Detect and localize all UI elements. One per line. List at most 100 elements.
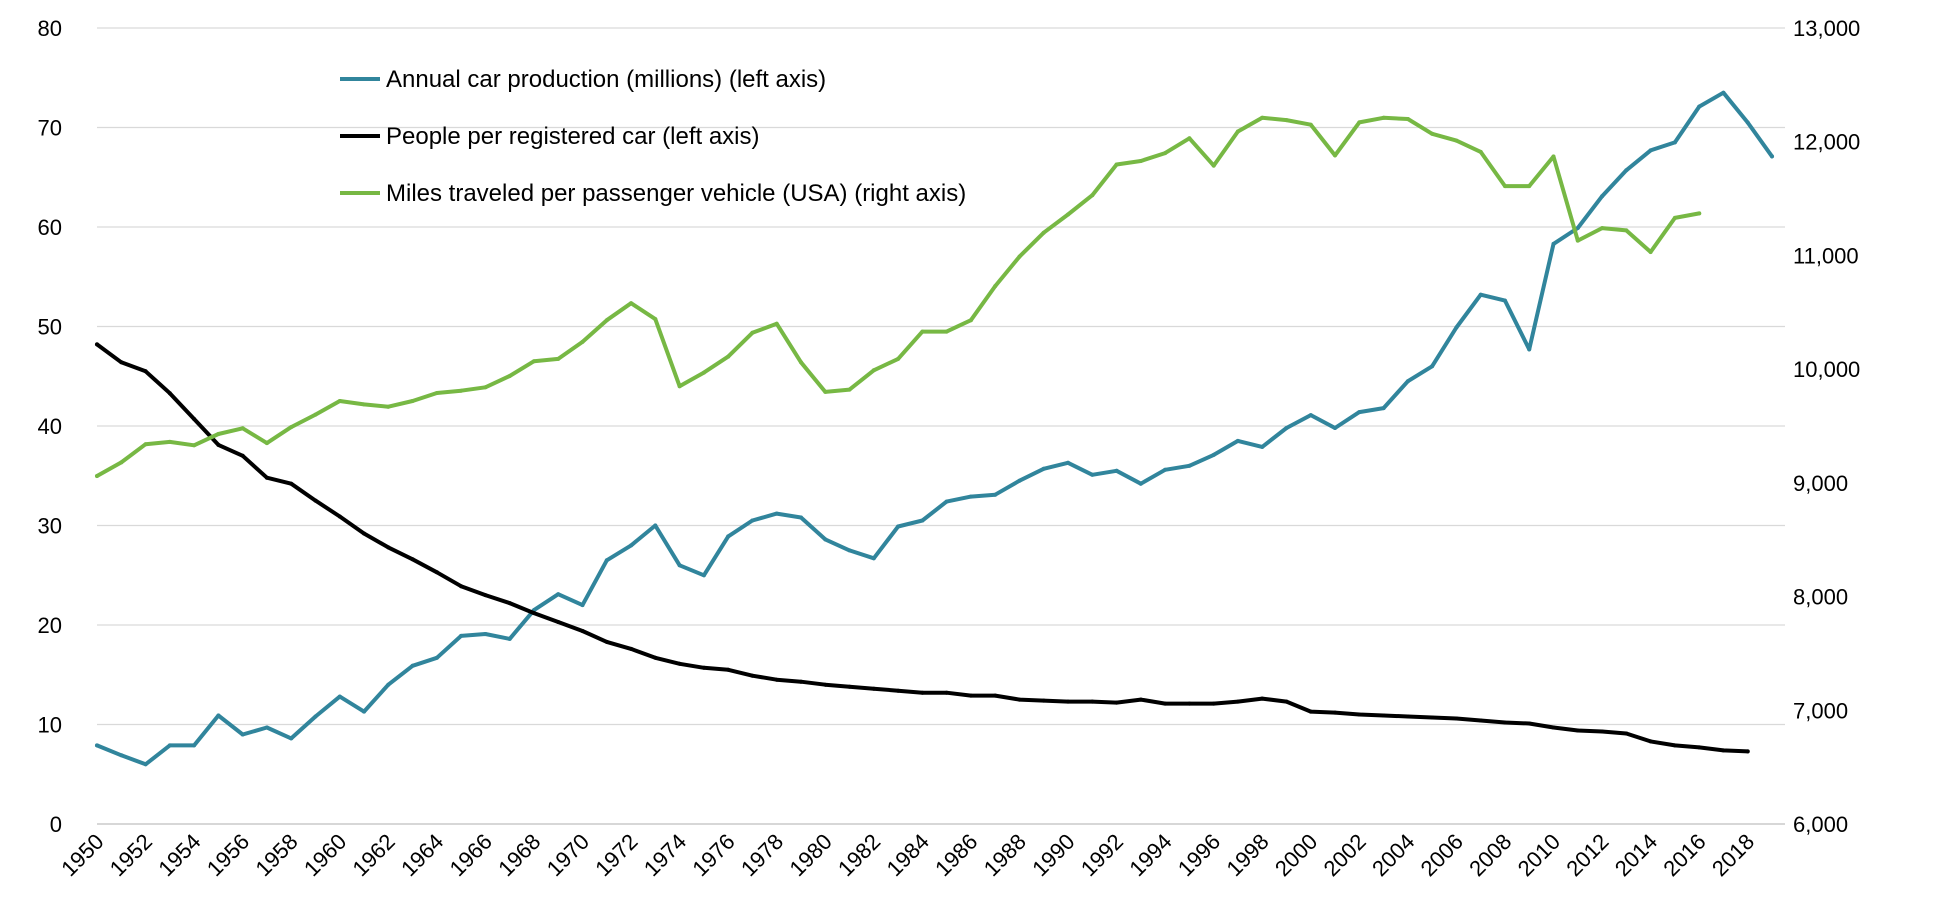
right-y-tick-label: 11,000 [1793, 243, 1859, 268]
data-point [1575, 226, 1580, 230]
x-tick-label: 2000 [1270, 829, 1322, 881]
data-point [629, 646, 634, 651]
data-point [1770, 154, 1774, 159]
data-point [1090, 699, 1095, 704]
data-point [264, 475, 269, 480]
data-point [216, 432, 221, 436]
data-point [1090, 193, 1095, 198]
data-point [944, 499, 949, 504]
data-point [604, 318, 609, 323]
data-point [1211, 701, 1216, 706]
data-point [750, 673, 755, 678]
left-y-tick-label: 70 [38, 116, 62, 141]
data-point [701, 573, 706, 578]
data-point [774, 511, 779, 516]
data-point [799, 515, 803, 520]
data-point [1381, 713, 1386, 718]
data-point [1648, 739, 1653, 744]
data-point [1211, 163, 1216, 168]
x-tick-label: 1950 [56, 829, 108, 881]
data-point [944, 329, 949, 334]
data-point [216, 713, 221, 718]
data-point [823, 537, 828, 542]
data-point [993, 492, 998, 497]
data-point [726, 534, 731, 539]
data-point [1163, 701, 1168, 706]
data-point [1163, 151, 1168, 156]
data-point [459, 633, 464, 638]
data-point [1600, 194, 1605, 199]
left-y-tick-label: 20 [38, 613, 62, 638]
data-point [1624, 168, 1629, 173]
x-tick-label: 2006 [1416, 829, 1468, 881]
data-point [1381, 406, 1386, 411]
data-point [677, 661, 682, 666]
data-point [1017, 254, 1022, 259]
data-point [167, 743, 172, 748]
data-point [701, 665, 706, 670]
data-point [289, 481, 294, 486]
data-point [1260, 696, 1265, 701]
data-point [871, 686, 876, 691]
data-point [1672, 215, 1677, 220]
data-point [1017, 478, 1022, 483]
data-point [726, 354, 731, 359]
x-tick-label: 1960 [299, 829, 351, 881]
data-point [313, 714, 318, 719]
data-point [119, 753, 124, 758]
data-point [677, 563, 682, 568]
x-tick-label: 1998 [1221, 829, 1273, 881]
data-point [774, 677, 779, 682]
data-point [1308, 413, 1313, 418]
data-point [1430, 715, 1435, 720]
series-line-2 [95, 115, 1702, 478]
data-point [143, 369, 148, 374]
x-tick-label: 2018 [1707, 829, 1759, 881]
data-point [968, 693, 973, 698]
data-point [1478, 292, 1483, 297]
x-tick-label: 1992 [1076, 829, 1128, 881]
data-point [556, 356, 561, 361]
data-point [119, 460, 124, 465]
data-point [95, 743, 99, 748]
legend-label: People per registered car (left axis) [386, 123, 760, 150]
legend-label: Annual car production (millions) (left a… [386, 66, 826, 93]
series-line-0 [95, 90, 1774, 767]
data-point [556, 592, 561, 597]
left-y-axis: 0 10 20 30 40 50 60 70 80 [38, 16, 62, 837]
data-point [968, 494, 973, 499]
x-tick-label: 1976 [687, 829, 739, 881]
data-point [1138, 159, 1143, 163]
x-tick-label: 1958 [250, 829, 302, 881]
data-point [750, 518, 755, 523]
data-point [1357, 712, 1362, 717]
data-point [1187, 136, 1192, 141]
gridlines [97, 27, 1785, 825]
x-tick-label: 1952 [105, 829, 157, 881]
data-point [1600, 729, 1605, 734]
data-point [1308, 122, 1313, 127]
data-point [920, 690, 925, 695]
x-tick-label: 2014 [1610, 829, 1662, 881]
data-point [896, 524, 901, 529]
data-point [459, 584, 464, 589]
data-point [1697, 745, 1702, 750]
data-point [1721, 90, 1726, 95]
data-point [604, 639, 609, 644]
data-point [532, 611, 536, 616]
x-tick-label: 1978 [736, 829, 788, 881]
data-point [1648, 250, 1653, 254]
data-point [847, 548, 852, 553]
data-point [1721, 748, 1726, 753]
data-point [580, 603, 585, 608]
data-point [386, 682, 391, 687]
left-y-tick-label: 0 [50, 812, 62, 837]
data-point [434, 570, 439, 575]
data-point [1405, 379, 1410, 384]
data-point [459, 388, 464, 393]
data-point [1114, 162, 1119, 167]
data-point [1235, 438, 1240, 443]
data-point [871, 556, 876, 561]
data-point [1503, 298, 1507, 303]
